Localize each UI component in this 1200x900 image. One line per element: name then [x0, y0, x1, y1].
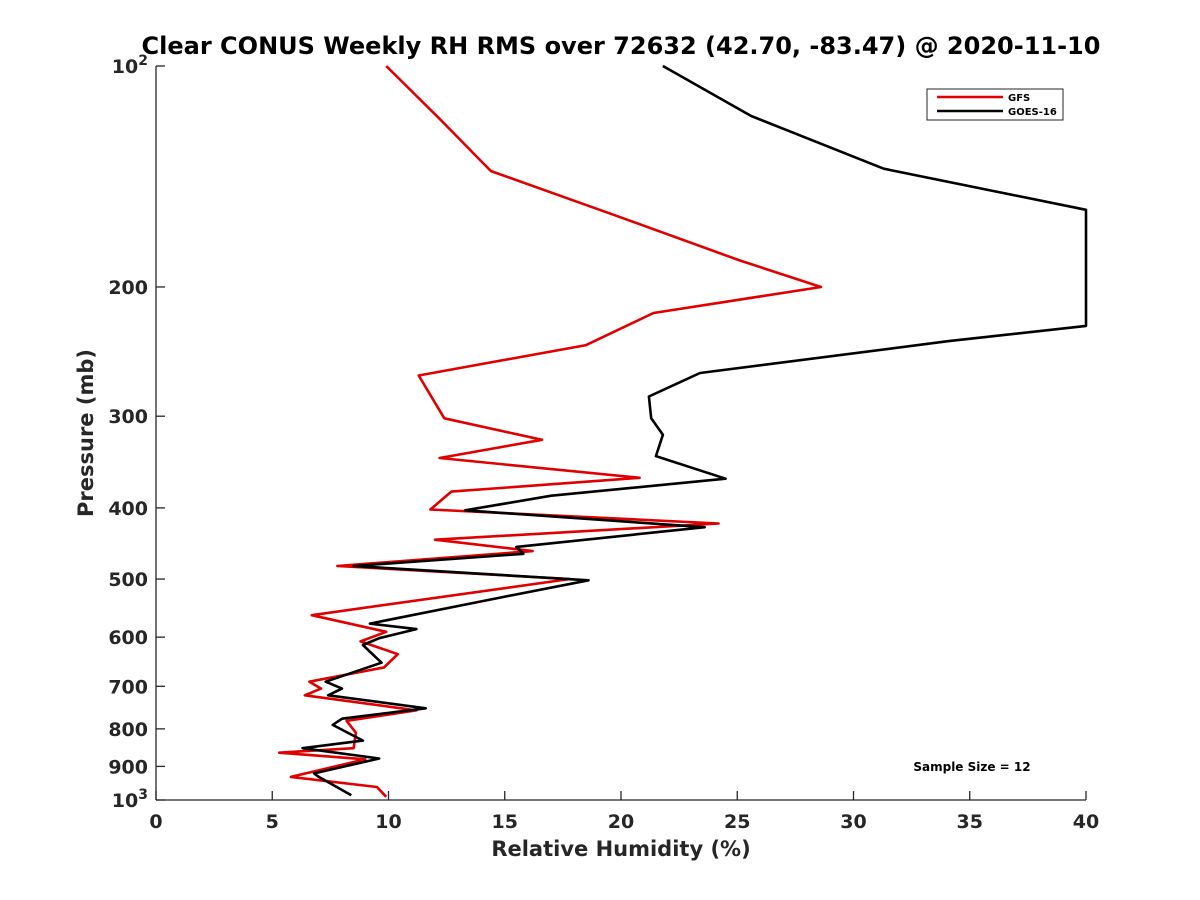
- x-tick-label: 40: [1073, 811, 1099, 833]
- y-tick-label: 200: [108, 277, 148, 299]
- y-axis-label: Pressure (mb): [74, 349, 98, 517]
- series-line-goes16: [301, 64, 1088, 797]
- y-axis-ticks: 102 200 300 400 500 600 700 800 900 103: [108, 53, 165, 812]
- x-tick-label: 20: [608, 811, 634, 833]
- y-tick-label: 103: [112, 787, 148, 812]
- y-tick-label: 600: [108, 627, 148, 649]
- y-tick-label: 800: [108, 719, 148, 741]
- chart-title: Clear CONUS Weekly RH RMS over 72632 (42…: [142, 32, 1101, 60]
- sample-size-annotation: Sample Size = 12: [913, 760, 1030, 774]
- legend-label-gfs: GFS: [1008, 93, 1030, 104]
- y-tick-label: 400: [108, 498, 148, 520]
- x-tick-label: 0: [149, 811, 162, 833]
- series-layer: [277, 64, 1088, 798]
- x-tick-label: 30: [840, 811, 866, 833]
- x-axis-label: Relative Humidity (%): [491, 837, 750, 861]
- y-tick-label: 102: [112, 53, 148, 78]
- legend-box: [926, 88, 1064, 121]
- y-tick-label: 500: [108, 569, 148, 591]
- legend: GFS GOES-16: [926, 88, 1064, 121]
- x-tick-label: 35: [957, 811, 983, 833]
- series-line-gfs: [277, 65, 823, 798]
- x-axis-ticks: 0 5 10 15 20 25 30 35 40: [149, 791, 1099, 833]
- x-tick-label: 15: [492, 811, 518, 833]
- y-tick-label: 300: [108, 406, 148, 428]
- y-tick-label: 700: [108, 676, 148, 698]
- x-tick-label: 5: [266, 811, 279, 833]
- legend-label-goes16: GOES-16: [1008, 107, 1057, 118]
- y-tick-label: 900: [108, 756, 148, 778]
- x-tick-label: 10: [375, 811, 401, 833]
- x-tick-label: 25: [724, 811, 750, 833]
